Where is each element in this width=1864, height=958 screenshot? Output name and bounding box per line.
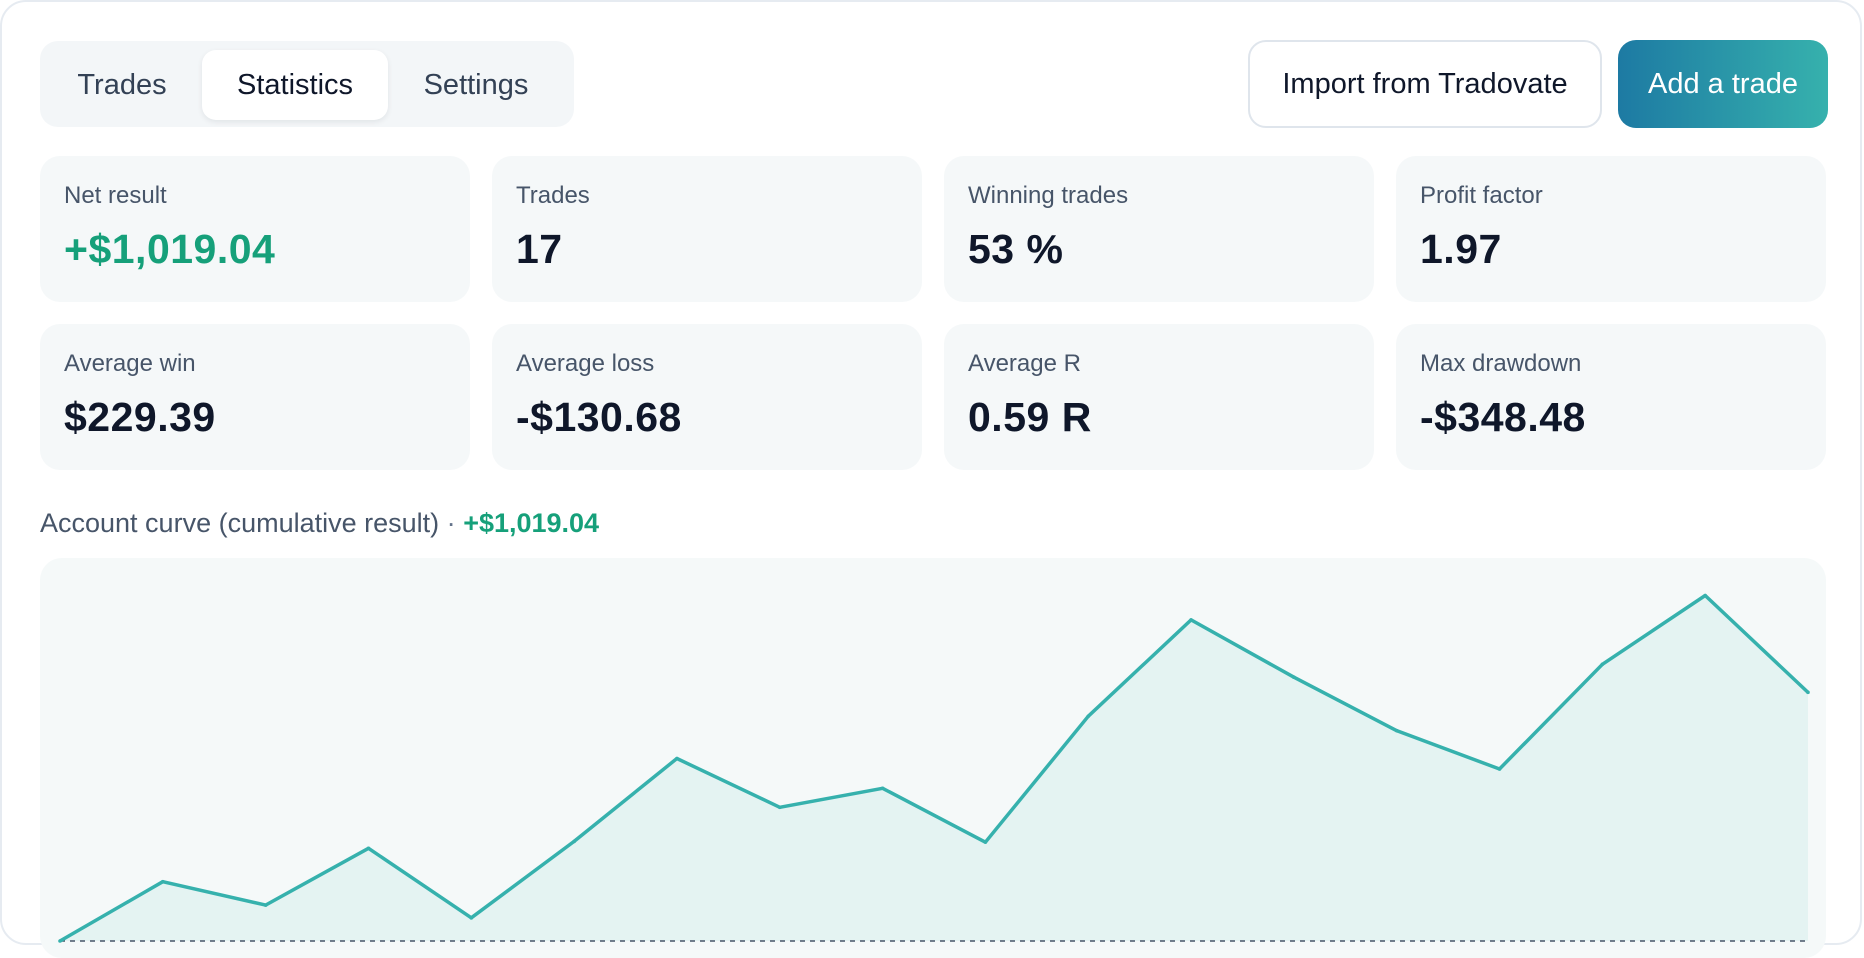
curve-point [1806,690,1810,695]
curve-point [777,805,782,810]
curve-point [1703,593,1707,598]
tab-trades[interactable]: Trades [77,68,167,101]
curve-line [59,593,1810,943]
stat-card-average-r: Average R 0.59 R [944,324,1374,470]
tab-settings[interactable]: Settings [423,68,529,101]
tab-statistics[interactable]: Statistics [202,50,388,120]
stat-card-profit-factor: Profit factor 1.97 [1396,156,1826,302]
stat-label: Average R [968,350,1081,377]
stat-card-net-result: Net result +$1,019.04 [40,156,470,302]
curve-point [1600,662,1605,667]
stat-label: Max drawdown [1420,350,1582,377]
curve-point [1189,618,1193,622]
stat-value: -$130.68 [516,394,682,440]
curve-point [1394,728,1399,733]
curve-point [880,786,885,791]
curve-total: +$1,019.04 [463,508,600,538]
curve-point [572,839,576,844]
curve-point [675,756,679,761]
curve-point [263,903,268,907]
account-curve-chart [40,558,1826,958]
stat-label: Winning trades [968,182,1129,209]
stat-value: +$1,019.04 [64,226,276,272]
stat-value: 17 [516,226,563,272]
stat-card-winning-trades: Winning trades 53 % [944,156,1374,302]
curve-point [366,846,371,851]
stat-label: Net result [64,182,167,209]
stat-card-average-win: Average win $229.39 [40,324,470,470]
stat-value: 1.97 [1420,226,1502,272]
curve-point [469,916,474,920]
curve-point [161,879,165,884]
curve-point [1497,767,1502,771]
stat-value: 0.59 R [968,394,1092,440]
curve-area [60,595,1808,941]
account-curve-svg [58,593,1810,943]
account-curve-title: Account curve (cumulative result) · +$1,… [40,508,599,539]
stat-card-max-drawdown: Max drawdown -$348.48 [1396,324,1826,470]
stat-value: -$348.48 [1420,394,1586,440]
view-tabs: Trades Statistics Settings [40,41,574,127]
stat-value: $229.39 [64,394,216,440]
import-tradovate-button[interactable]: Import from Tradovate [1248,40,1602,128]
add-trade-button[interactable]: Add a trade [1618,40,1828,128]
stat-label: Average loss [516,350,655,377]
stat-value: 53 % [968,226,1064,272]
curve-title-separator: · [446,508,456,538]
curve-title-text: Account curve (cumulative result) [40,508,440,538]
stat-card-average-loss: Average loss -$130.68 [492,324,922,470]
curve-point [983,840,988,844]
curve-point [1292,675,1296,680]
stat-label: Profit factor [1420,182,1543,209]
stat-card-trades: Trades 17 [492,156,922,302]
stat-label: Trades [516,182,590,209]
curve-point [1086,714,1091,719]
stat-label: Average win [64,350,196,377]
